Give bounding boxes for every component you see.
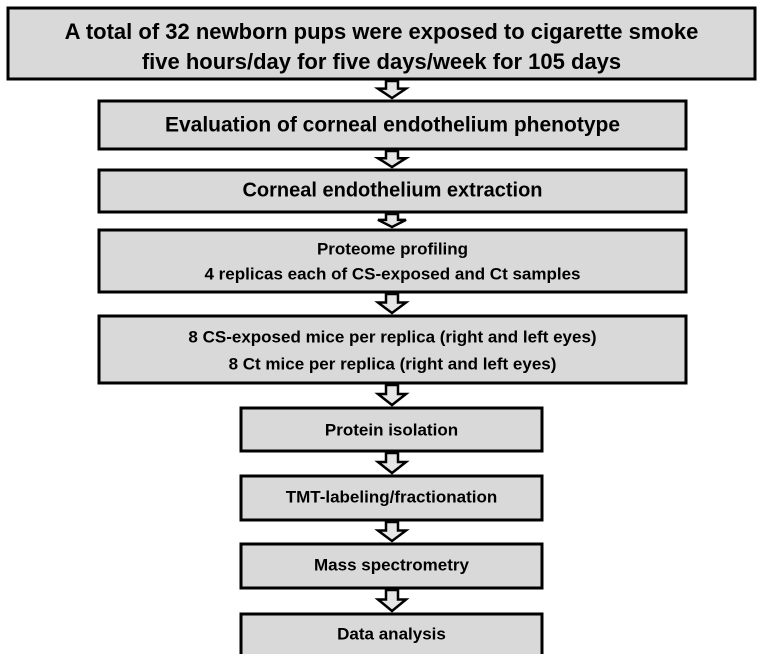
box-text: 4 replicas each of CS-exposed and Ct sam… xyxy=(204,264,580,283)
flow-arrow xyxy=(373,149,411,169)
box-text: 8 CS-exposed mice per replica (right and… xyxy=(188,327,596,346)
box-text: five hours/day for five days/week for 10… xyxy=(142,49,621,74)
box-text: 8 Ct mice per replica (right and left ey… xyxy=(229,354,557,373)
box-text: TMT-labeling/fractionation xyxy=(286,487,498,506)
box-text: Protein isolation xyxy=(325,420,458,439)
box-text: A total of 32 newborn pups were exposed … xyxy=(65,19,699,44)
flow-arrow xyxy=(377,212,407,229)
flow-box xyxy=(239,406,544,453)
box-text: Proteome profiling xyxy=(317,239,468,258)
box-text: Corneal endothelium extraction xyxy=(242,179,542,201)
flow-arrow xyxy=(374,383,410,407)
box-text: Data analysis xyxy=(337,624,446,643)
box-text: Mass spectrometry xyxy=(314,555,470,574)
flow-box xyxy=(239,542,544,590)
flow-box xyxy=(97,228,688,294)
flow-box xyxy=(239,474,544,522)
flow-box xyxy=(97,168,688,214)
flow-box xyxy=(97,314,688,385)
flow-box xyxy=(6,6,757,81)
box-text: Evaluation of corneal endothelium phenot… xyxy=(165,114,620,137)
flow-box xyxy=(97,99,688,151)
flow-arrow xyxy=(374,588,410,613)
flow-arrow xyxy=(373,79,411,100)
flow-arrow xyxy=(374,520,410,543)
flow-arrow xyxy=(374,451,410,475)
flow-arrow xyxy=(374,292,410,315)
